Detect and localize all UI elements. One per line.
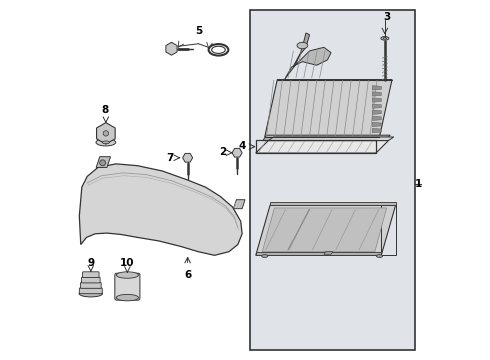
Ellipse shape — [103, 131, 109, 136]
Polygon shape — [269, 137, 394, 140]
Polygon shape — [234, 200, 245, 209]
Polygon shape — [263, 135, 390, 140]
Bar — [250, 10, 416, 350]
Ellipse shape — [262, 255, 268, 257]
Ellipse shape — [376, 255, 383, 257]
Ellipse shape — [116, 294, 139, 301]
Ellipse shape — [102, 141, 109, 144]
Polygon shape — [265, 80, 392, 137]
Polygon shape — [256, 252, 381, 255]
Circle shape — [100, 160, 105, 166]
Text: 7: 7 — [167, 153, 174, 163]
Text: 2: 2 — [219, 147, 226, 157]
Polygon shape — [294, 33, 310, 66]
Text: 8: 8 — [101, 105, 109, 115]
Text: 4: 4 — [239, 141, 246, 151]
Polygon shape — [372, 98, 381, 102]
Polygon shape — [96, 157, 111, 167]
Polygon shape — [372, 92, 381, 96]
Text: 9: 9 — [87, 258, 95, 268]
Ellipse shape — [79, 291, 102, 297]
Polygon shape — [372, 86, 381, 90]
Polygon shape — [79, 164, 242, 255]
FancyBboxPatch shape — [79, 288, 102, 294]
Ellipse shape — [116, 272, 139, 278]
Text: 5: 5 — [195, 26, 202, 36]
Polygon shape — [372, 116, 381, 121]
Text: 1: 1 — [415, 179, 422, 189]
Polygon shape — [256, 140, 389, 153]
Ellipse shape — [96, 139, 116, 146]
Polygon shape — [372, 122, 381, 127]
FancyBboxPatch shape — [80, 283, 101, 288]
Ellipse shape — [297, 42, 308, 49]
Polygon shape — [262, 208, 387, 252]
FancyBboxPatch shape — [82, 272, 99, 278]
Text: 6: 6 — [184, 270, 191, 280]
Polygon shape — [372, 104, 381, 108]
Polygon shape — [285, 47, 331, 80]
Polygon shape — [372, 129, 381, 133]
Ellipse shape — [383, 37, 387, 39]
Polygon shape — [256, 205, 395, 255]
Text: 10: 10 — [120, 258, 135, 268]
Text: 3: 3 — [384, 12, 391, 22]
Polygon shape — [270, 202, 395, 205]
FancyBboxPatch shape — [81, 277, 100, 283]
Polygon shape — [372, 110, 381, 114]
Ellipse shape — [381, 37, 389, 40]
FancyBboxPatch shape — [115, 273, 140, 300]
Polygon shape — [324, 252, 333, 254]
